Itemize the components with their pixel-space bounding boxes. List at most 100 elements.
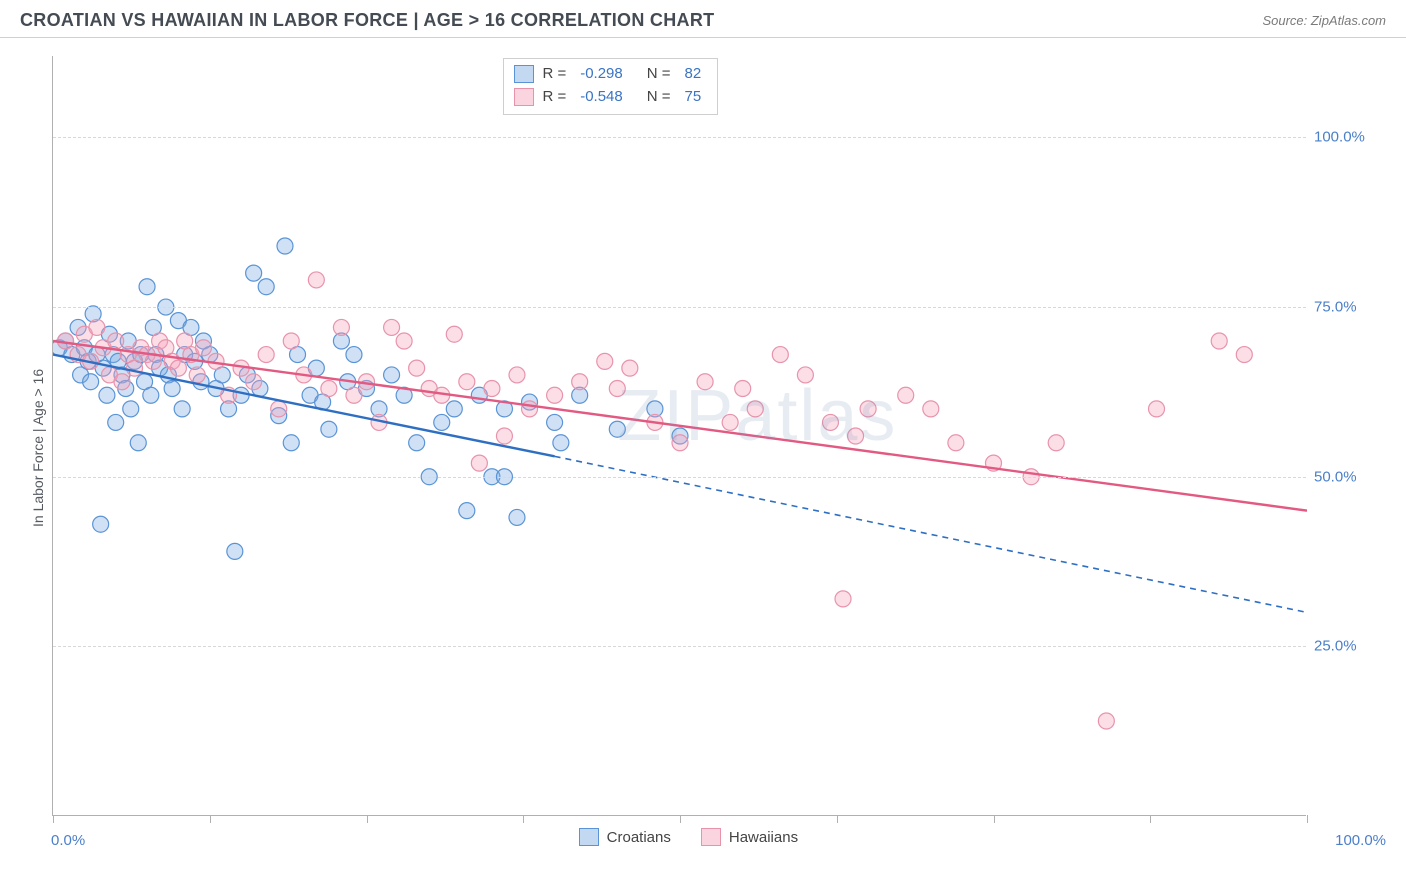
data-point <box>409 360 425 376</box>
chart-container: ZIPatlas 25.0%50.0%75.0%100.0%0.0%100.0%… <box>0 38 1406 878</box>
data-point <box>83 374 99 390</box>
legend-item: Croatians <box>579 828 671 846</box>
chart-title: CROATIAN VS HAWAIIAN IN LABOR FORCE | AG… <box>20 10 714 31</box>
data-point <box>164 381 180 397</box>
data-point <box>333 319 349 335</box>
data-point <box>697 374 713 390</box>
data-point <box>509 509 525 525</box>
gridline <box>53 307 1306 308</box>
data-point <box>384 319 400 335</box>
data-point <box>189 367 205 383</box>
data-point <box>822 414 838 430</box>
x-tick <box>210 815 211 823</box>
x-tick <box>837 815 838 823</box>
x-label-right: 100.0% <box>1335 832 1386 849</box>
data-point <box>1048 435 1064 451</box>
r-label: R = <box>542 86 566 109</box>
data-point <box>321 381 337 397</box>
data-point <box>722 414 738 430</box>
series-swatch <box>514 88 534 106</box>
data-point <box>321 421 337 437</box>
data-point <box>446 326 462 342</box>
data-point <box>346 347 362 363</box>
data-point <box>547 387 563 403</box>
data-point <box>735 381 751 397</box>
r-value: -0.298 <box>580 63 623 86</box>
r-value: -0.548 <box>580 86 623 109</box>
data-point <box>484 381 500 397</box>
data-point <box>1236 347 1252 363</box>
data-point <box>114 374 130 390</box>
x-tick <box>367 815 368 823</box>
legend-item: Hawaiians <box>701 828 798 846</box>
trend-line-dashed <box>555 456 1307 612</box>
data-point <box>1211 333 1227 349</box>
chart-header: CROATIAN VS HAWAIIAN IN LABOR FORCE | AG… <box>0 0 1406 38</box>
series-swatch <box>579 828 599 846</box>
data-point <box>108 333 124 349</box>
data-point <box>547 414 563 430</box>
data-point <box>622 360 638 376</box>
data-point <box>108 414 124 430</box>
chart-source: Source: ZipAtlas.com <box>1262 13 1386 28</box>
legend-label: Croatians <box>607 829 671 846</box>
data-point <box>923 401 939 417</box>
data-point <box>509 367 525 383</box>
r-label: R = <box>542 63 566 86</box>
gridline <box>53 477 1306 478</box>
data-point <box>283 333 299 349</box>
data-point <box>898 387 914 403</box>
data-point <box>1098 713 1114 729</box>
data-point <box>797 367 813 383</box>
legend-label: Hawaiians <box>729 829 798 846</box>
data-point <box>471 455 487 471</box>
data-point <box>346 387 362 403</box>
n-value: 82 <box>685 63 702 86</box>
data-point <box>459 503 475 519</box>
data-point <box>258 347 274 363</box>
x-tick <box>1150 815 1151 823</box>
y-axis-title: In Labor Force | Age > 16 <box>30 369 46 527</box>
data-point <box>195 340 211 356</box>
data-point <box>246 374 262 390</box>
data-point <box>609 421 625 437</box>
y-tick-label: 100.0% <box>1314 129 1378 146</box>
y-tick-label: 25.0% <box>1314 638 1378 655</box>
stats-legend-box: R =-0.298N =82R =-0.548N =75 <box>503 58 718 115</box>
x-label-left: 0.0% <box>51 832 85 849</box>
x-tick <box>994 815 995 823</box>
data-point <box>848 428 864 444</box>
series-swatch <box>514 65 534 83</box>
stats-row: R =-0.548N =75 <box>514 86 707 109</box>
data-point <box>143 387 159 403</box>
data-point <box>1149 401 1165 417</box>
data-point <box>553 435 569 451</box>
data-point <box>835 591 851 607</box>
data-point <box>89 319 105 335</box>
data-point <box>127 360 143 376</box>
y-tick-label: 75.0% <box>1314 299 1378 316</box>
data-point <box>174 401 190 417</box>
data-point <box>747 401 763 417</box>
data-point <box>772 347 788 363</box>
data-point <box>139 279 155 295</box>
x-tick <box>1307 815 1308 823</box>
stats-row: R = -0.298 N = 82 <box>514 63 707 86</box>
data-point <box>271 401 287 417</box>
data-point <box>283 435 299 451</box>
data-point <box>246 265 262 281</box>
series-legend: Croatians Hawaiians <box>579 828 798 846</box>
n-label: N = <box>647 86 671 109</box>
data-point <box>170 360 186 376</box>
x-tick <box>53 815 54 823</box>
n-label: N = <box>647 63 671 86</box>
data-point <box>572 374 588 390</box>
gridline <box>53 646 1306 647</box>
data-point <box>396 333 412 349</box>
data-point <box>522 401 538 417</box>
data-point <box>597 353 613 369</box>
data-point <box>93 516 109 532</box>
data-point <box>130 435 146 451</box>
data-point <box>609 381 625 397</box>
data-point <box>123 401 139 417</box>
